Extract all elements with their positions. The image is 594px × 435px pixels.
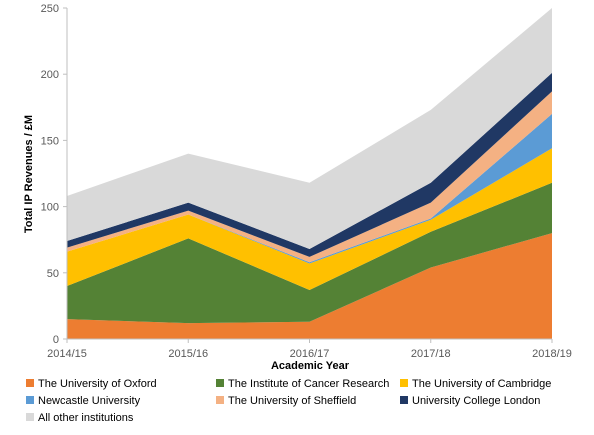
legend-row: The University of Oxford The Institute o… xyxy=(26,376,592,393)
x-ticks: 2014/15 2015/16 2016/17 2017/18 2018/19 xyxy=(47,339,572,360)
legend-item-sheffield: The University of Sheffield xyxy=(216,393,356,409)
legend-item-cambridge: The University of Cambridge xyxy=(400,376,551,392)
legend-row: Newcastle University The University of S… xyxy=(26,393,592,410)
legend-swatch xyxy=(400,379,408,387)
x-tick-label: 2017/18 xyxy=(411,348,451,360)
legend-swatch xyxy=(26,413,34,421)
x-tick-label: 2018/19 xyxy=(532,348,572,360)
legend-label: University College London xyxy=(412,395,541,407)
legend-item-icr: The Institute of Cancer Research xyxy=(216,376,389,392)
x-tick-label: 2015/16 xyxy=(168,348,208,360)
legend-swatch xyxy=(26,379,34,387)
area-series-0 xyxy=(67,233,552,339)
legend-swatch xyxy=(26,396,34,404)
y-tick-label: 100 xyxy=(41,202,59,214)
y-ticks: 0 50 100 150 200 250 xyxy=(41,3,67,346)
x-axis-label: Academic Year xyxy=(271,360,350,372)
area-series-5 xyxy=(67,72,552,257)
legend-item-ucl: University College London xyxy=(400,393,540,409)
legend-row: All other institutions xyxy=(26,410,592,427)
legend-swatch xyxy=(216,396,224,404)
legend-swatch xyxy=(216,379,224,387)
y-axis-label: Total IP Revenues / £M xyxy=(23,115,35,233)
legend-label: The University of Cambridge xyxy=(412,378,552,390)
x-tick-label: 2014/15 xyxy=(47,348,87,360)
y-tick-label: 150 xyxy=(41,135,59,147)
legend-label: All other institutions xyxy=(38,412,134,424)
area-series-6 xyxy=(67,8,552,249)
legend-label: The University of Oxford xyxy=(38,378,157,390)
areas-layer xyxy=(67,8,552,339)
area-series-1 xyxy=(67,182,552,324)
y-tick-label: 50 xyxy=(47,268,59,280)
legend-swatch xyxy=(400,396,408,404)
legend-label: The University of Sheffield xyxy=(228,395,357,407)
legend-label: Newcastle University xyxy=(38,395,141,407)
legend-item-other: All other institutions xyxy=(26,410,133,426)
y-tick-label: 250 xyxy=(41,3,59,15)
legend-label: The Institute of Cancer Research xyxy=(228,378,390,390)
legend: The University of Oxford The Institute o… xyxy=(26,376,592,427)
x-tick-label: 2016/17 xyxy=(290,348,330,360)
y-tick-label: 0 xyxy=(53,334,59,346)
legend-item-newcastle: Newcastle University xyxy=(26,393,140,409)
area-series-2 xyxy=(67,148,552,290)
legend-item-oxford: The University of Oxford xyxy=(26,376,157,392)
y-tick-label: 200 xyxy=(41,69,59,81)
